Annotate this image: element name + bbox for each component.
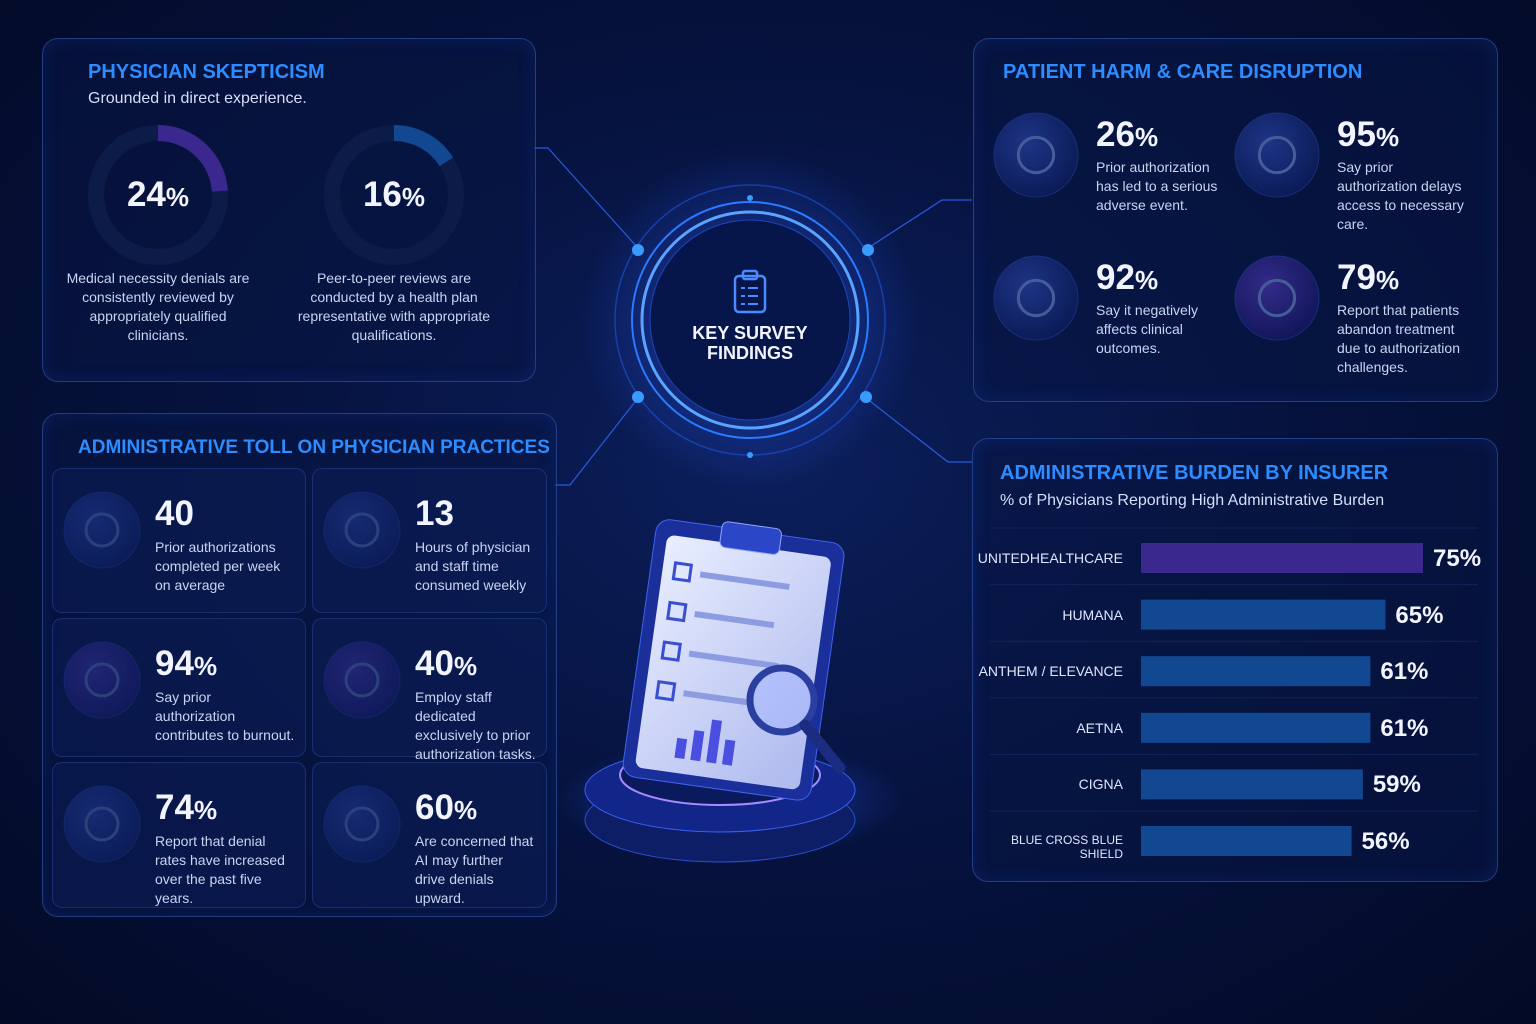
stat-value: 60% <box>415 788 477 828</box>
stat-number: 92 <box>1096 258 1135 297</box>
clipboard-illustration <box>555 519 905 863</box>
stat-number: 13 <box>415 494 454 533</box>
stat-card <box>52 762 306 908</box>
stat-value: 24% <box>98 175 218 215</box>
center-title: KEY SURVEY FINDINGS <box>692 323 808 363</box>
stat-description: Say it negatively affects clinical outco… <box>1096 302 1198 356</box>
stat-card <box>312 762 547 908</box>
stat-value: 26% <box>1096 115 1158 155</box>
stat-unit: % <box>453 651 478 681</box>
stat-description: Peer-to-peer reviews are conducted by a … <box>297 270 491 343</box>
category-label: CIGNA <box>1078 776 1123 793</box>
stat-description: Prior authorization has led to a serious… <box>1096 159 1218 213</box>
stat-description: Say prior authorization delays access to… <box>1337 159 1464 232</box>
insurer-chart-panel <box>972 438 1498 882</box>
stat-number: 74 <box>155 788 194 827</box>
patient-harm-panel <box>973 38 1498 402</box>
category-label: BLUE CROSS BLUE SHIELD <box>1010 833 1123 861</box>
stat-description: Medical necessity denials are consistent… <box>66 270 250 343</box>
stat-number: 95 <box>1337 115 1376 154</box>
stat-description: Prior authorizations completed per week … <box>155 539 281 593</box>
stat-number: 79 <box>1337 258 1376 297</box>
section-subtitle: Grounded in direct experience. <box>88 90 307 107</box>
stat-card <box>52 468 306 613</box>
stat-number: 16 <box>362 175 402 214</box>
chart-title: ADMINISTRATIVE BURDEN BY INSURER <box>1000 462 1389 484</box>
stat-number: 40 <box>155 494 194 533</box>
stat-number: 94 <box>155 644 194 683</box>
stat-unit: % <box>165 182 190 212</box>
stat-value: 94% <box>155 644 217 684</box>
category-label: UNITEDHEALTHCARE <box>977 550 1123 566</box>
stat-number: 26 <box>1096 115 1135 154</box>
section-title: PATIENT HARM & CARE DISRUPTION <box>1003 61 1363 83</box>
admin-toll-panel <box>42 413 557 917</box>
stat-unit: % <box>1134 265 1159 295</box>
stat-value: 40 <box>155 494 194 534</box>
section-title: ADMINISTRATIVE TOLL ON PHYSICIAN PRACTIC… <box>78 437 550 458</box>
stat-description: Report that denial rates have increased … <box>155 833 285 906</box>
section-title: PHYSICIAN SKEPTICISM <box>88 61 325 83</box>
stat-card <box>312 618 547 757</box>
value-label: 65% <box>1395 601 1444 629</box>
stat-unit: % <box>1134 122 1159 152</box>
stat-card <box>312 468 547 613</box>
category-label: ANTHEM / ELEVANCE <box>978 663 1123 680</box>
value-label: 56% <box>1361 828 1410 855</box>
value-label: 61% <box>1380 714 1429 742</box>
chart-subtitle: % of Physicians Reporting High Administr… <box>1000 492 1385 509</box>
skepticism-panel <box>42 38 536 382</box>
center-ring <box>580 150 920 490</box>
stat-value: 40% <box>415 644 477 684</box>
stat-value: 95% <box>1337 115 1399 155</box>
stat-description: Say prior authorization contributes to b… <box>155 689 295 743</box>
value-label: 75% <box>1433 545 1482 572</box>
stat-number: 60 <box>415 788 454 827</box>
stat-unit: % <box>1375 265 1400 295</box>
stat-unit: % <box>193 651 218 681</box>
stat-unit: % <box>453 795 478 825</box>
stat-value: 92% <box>1096 258 1158 298</box>
stat-value: 16% <box>334 175 454 215</box>
value-label: 59% <box>1372 771 1421 799</box>
stat-unit: % <box>193 795 218 825</box>
stat-value: 79% <box>1337 258 1399 298</box>
stat-description: Hours of physician and staff time consum… <box>415 539 531 593</box>
stat-description: Report that patients abandon treatment d… <box>1337 302 1460 375</box>
stat-unit: % <box>1375 122 1400 152</box>
value-label: 61% <box>1380 658 1429 686</box>
stat-unit: % <box>401 182 426 212</box>
stat-value: 13 <box>415 494 454 534</box>
stat-number: 40 <box>415 644 454 683</box>
stat-description: Employ staff dedicated exclusively to pr… <box>415 689 536 762</box>
category-label: HUMANA <box>1062 606 1123 623</box>
stat-value: 74% <box>155 788 217 828</box>
stat-card <box>52 618 306 757</box>
category-label: AETNA <box>1076 719 1123 736</box>
stat-description: Are concerned that AI may further drive … <box>415 833 534 906</box>
stat-number: 24 <box>126 175 166 214</box>
